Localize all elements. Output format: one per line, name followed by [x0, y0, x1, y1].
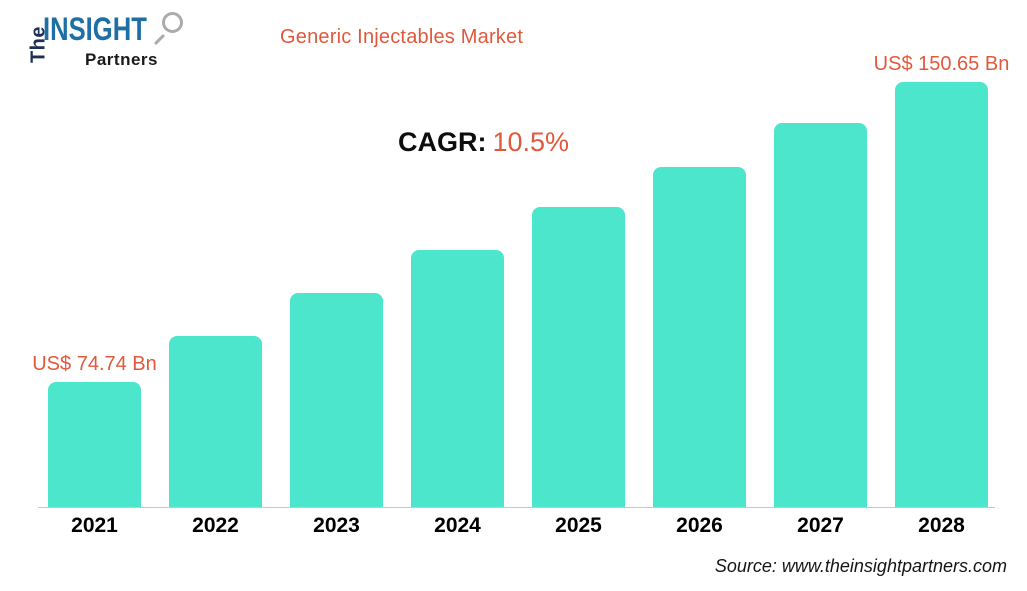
bar-2023 — [290, 293, 383, 507]
chart-title: Generic Injectables Market — [280, 26, 524, 48]
value-label-2021: US$ 74.74 Bn — [32, 353, 157, 375]
logo-partners-text: Partners — [85, 50, 158, 69]
bar-2025 — [532, 207, 625, 507]
cagr-label: CAGR: — [398, 127, 487, 157]
cagr-annotation: CAGR: 10.5% — [398, 127, 569, 158]
x-tick-2026: 2026 — [676, 514, 723, 537]
bar-2028 — [895, 82, 988, 507]
bar-2021 — [48, 382, 141, 507]
x-tick-2027: 2027 — [797, 514, 844, 537]
value-label-2028: US$ 150.65 Bn — [873, 53, 1010, 75]
logo-insight-text: INSIGHT — [43, 11, 147, 47]
cagr-value: 10.5% — [492, 127, 570, 157]
x-tick-2028: 2028 — [918, 514, 965, 537]
bar-2027 — [774, 123, 867, 507]
x-tick-2025: 2025 — [555, 514, 602, 537]
x-tick-2023: 2023 — [313, 514, 360, 537]
bar-2026 — [653, 167, 746, 507]
x-tick-2022: 2022 — [192, 514, 239, 537]
bar-2022 — [169, 336, 262, 507]
insight-partners-logo: The INSIGHT Partners — [28, 6, 200, 72]
x-tick-2021: 2021 — [71, 514, 118, 537]
magnifier-handle-icon — [153, 33, 166, 46]
magnifying-glass-icon — [153, 12, 189, 54]
bar-2024 — [411, 250, 504, 507]
bar-chart: 2021 US$ 74.74 Bn 2022 2023 2024 2025 2026 2027… — [32, 53, 1009, 537]
x-tick-2024: 2024 — [434, 514, 481, 537]
magnifier-lens-icon — [162, 12, 183, 33]
source-attribution: Source: www.theinsightpartners.com — [714, 556, 1007, 576]
